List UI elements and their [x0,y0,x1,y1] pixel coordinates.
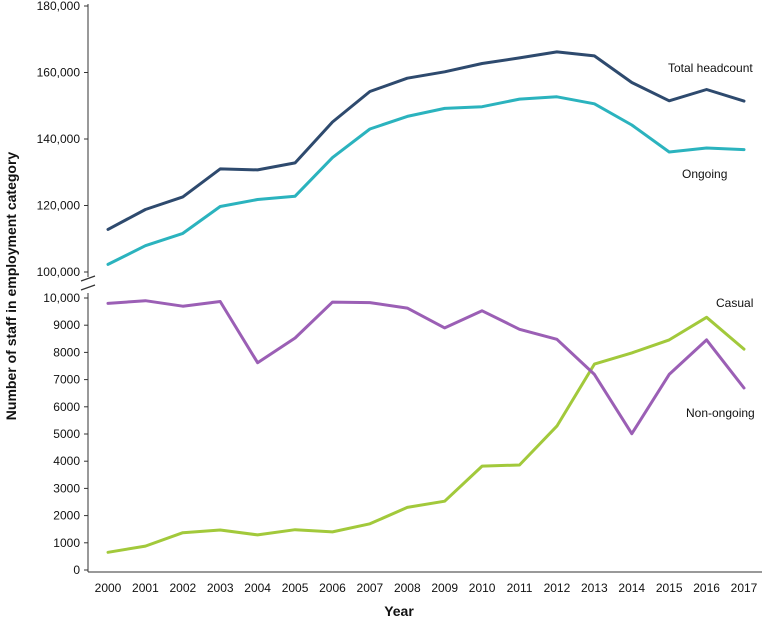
x-tick-label: 2002 [169,581,196,595]
x-tick-label: 2014 [618,581,645,595]
x-tick-label: 2003 [207,581,234,595]
y-tick-label: 4000 [53,454,80,468]
x-tick-label: 2007 [357,581,384,595]
y-tick-label: 0 [73,563,80,577]
y-tick-label: 2000 [53,509,80,523]
series-line-casual [106,315,746,554]
y-tick-label: 120,000 [37,199,81,213]
x-tick-label: 2004 [244,581,271,595]
x-tick-label: 2001 [132,581,159,595]
y-tick-label: 160,000 [37,66,81,80]
y-tick-label: 6000 [53,400,80,414]
x-tick-label: 2015 [656,581,683,595]
y-tick-label: 180,000 [37,0,81,13]
y-tick-label: 1000 [53,536,80,550]
x-tick-label: 2005 [282,581,309,595]
y-axis-title: Number of staff in employment category [3,152,19,421]
x-tick-label: 2012 [544,581,571,595]
y-tick-label: 9000 [53,318,80,332]
x-tick-label: 2013 [581,581,608,595]
label-non-ongoing: Non-ongoing [686,406,755,420]
y-tick-label: 8000 [53,345,80,359]
y-tick-label: 140,000 [37,132,81,146]
y-tick-label: 100,000 [37,265,81,279]
x-tick-label: 2016 [693,581,720,595]
y-tick-label: 7000 [53,373,80,387]
x-tick-label: 2000 [95,581,122,595]
series-line-total-headcount [106,50,746,231]
x-tick-label: 2011 [507,581,533,595]
label-total-headcount: Total headcount [668,61,753,75]
y-tick-label: 5000 [53,427,80,441]
axis-break-icon [79,274,97,291]
series-line-ongoing [106,95,746,266]
label-ongoing: Ongoing [682,167,727,181]
x-tick-label: 2008 [394,581,421,595]
y-tick-label: 3000 [53,481,80,495]
series-line-non-ongoing [106,299,746,436]
label-casual: Casual [716,296,753,310]
x-tick-label: 2009 [431,581,458,595]
x-tick-label: 2010 [469,581,496,595]
x-tick-label: 2017 [731,581,758,595]
y-tick-label: 10,000 [43,291,80,305]
x-axis-title: Year [384,603,414,619]
x-tick-label: 2006 [319,581,346,595]
